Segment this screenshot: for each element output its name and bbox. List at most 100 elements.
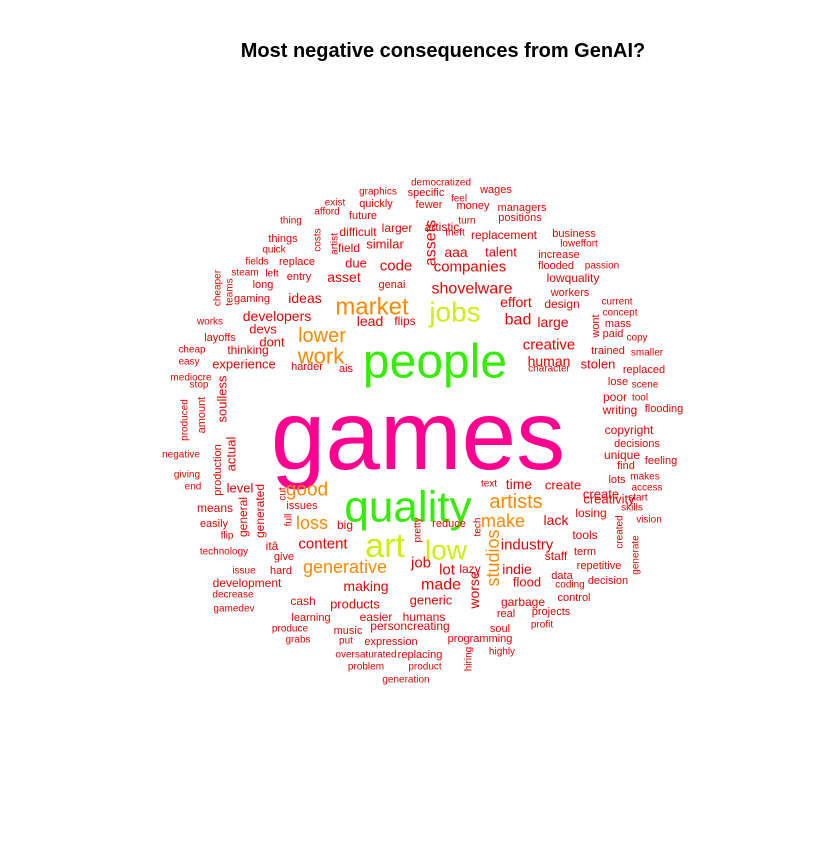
word-human: human [528,353,571,369]
word-indie: indie [502,561,532,577]
word-costs: costs [313,228,324,251]
word-skills: skills [621,503,643,514]
word-flips: flips [394,314,415,328]
word-generic: generic [410,593,453,608]
word-ideas: ideas [288,290,321,306]
word-pretty: pretty [413,517,424,542]
word-graphics: graphics [359,187,397,198]
word-decisions: decisions [614,438,660,450]
word-control: control [557,592,590,604]
word-gaming: gaming [234,293,270,305]
word-tool: tool [632,393,648,404]
word-cash: cash [290,594,315,608]
word-tech: tech [473,518,484,537]
chart-title: Most negative consequences from GenAI? [241,40,646,62]
word-development: development [213,576,282,590]
word-products: products [330,597,380,612]
word-put: put [339,636,353,647]
word-quick: quick [262,245,286,256]
word-thinking: thinking [227,343,268,357]
word-produce: produce [272,624,309,635]
word-passion: passion [585,261,619,272]
word-issue: issue [232,566,256,577]
word-teams: teams [225,278,236,305]
word-lot: lot [439,562,456,579]
word-text: text [481,479,497,490]
word-aaa: aaa [444,244,468,260]
word-fewer: fewer [416,199,443,211]
word-profit: profit [531,620,553,631]
word-future: future [349,210,377,222]
word-garbage: garbage [501,595,545,609]
word-trained: trained [591,345,625,357]
word-lead: lead [357,313,383,329]
word-generate: generate [631,535,642,575]
word-makes: makes [630,472,659,483]
word-produced: produced [180,399,191,441]
word-making: making [343,578,388,594]
word-devs: devs [249,322,277,337]
word-feel: feel [451,194,467,205]
word-amount: amount [196,397,208,434]
word-poor: poor [603,390,627,404]
word-lots: lots [608,474,626,486]
word-lack: lack [544,512,570,528]
word-democratized: democratized [411,178,471,189]
word-wont: wont [590,314,602,338]
word-scene: scene [632,380,659,391]
word-job: job [410,555,431,572]
word-means: means [197,501,233,515]
word-create: create [583,487,619,502]
word-creative: creative [523,337,576,354]
word-end: end [185,482,202,493]
word-hard: hard [270,565,292,577]
word-tools: tools [572,528,597,542]
word-big: big [337,518,353,532]
word-production: production [212,444,224,495]
word-generated: generated [253,484,267,538]
word-entry: entry [287,271,312,283]
word-lazy: lazy [459,562,480,576]
word-worse: worse [466,571,482,610]
word-assets: assets [423,220,440,266]
word-feeling: feeling [645,455,677,467]
word-negative: negative [162,450,200,461]
word-replace: replace [279,256,315,268]
word-replaced: replaced [623,364,665,376]
word-shovelware: shovelware [432,281,513,298]
word-exist: exist [325,198,346,209]
word-gamedev: gamedev [213,604,254,615]
word-flood: flood [513,575,541,590]
word-positions: positions [498,212,542,224]
word-actual: actual [224,437,239,472]
word-decrease: decrease [212,590,254,601]
word-personcreating: personcreating [370,619,449,633]
word-good: good [286,480,328,501]
word-studios: studios [483,529,503,586]
word-soul: soul [490,623,510,635]
word-companies: companies [434,259,507,276]
word-effort: effort [500,294,532,310]
word-cheap: cheap [178,345,206,356]
word-it-: itâ [266,539,279,553]
word-talent: talent [485,245,517,260]
word-access: access [631,483,662,494]
word-turn: turn [458,216,475,227]
word-issues: issues [286,500,318,512]
word-business: business [552,228,596,240]
word-quickly: quickly [359,198,393,210]
word-steam: steam [231,268,258,279]
word-field: field [338,241,360,255]
word-flooding: flooding [645,403,684,415]
word-mass: mass [605,318,632,330]
word-due: due [345,256,367,271]
word-replacing: replacing [398,649,443,661]
word-loweffort: loweffort [560,239,598,250]
word-lower: lower [298,325,346,347]
word-oversaturated: oversaturated [335,650,396,661]
word-market: market [335,294,409,321]
word-fields: fields [245,257,268,268]
word-jobs: jobs [428,297,480,328]
word-harder: harder [291,361,323,373]
